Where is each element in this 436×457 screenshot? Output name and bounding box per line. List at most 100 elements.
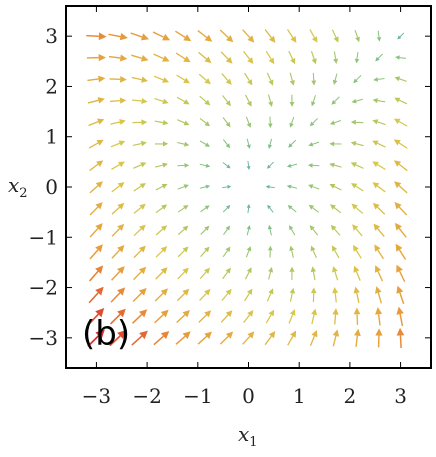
arrow-shaft xyxy=(176,314,186,324)
arrow-shaft xyxy=(264,335,272,346)
arrow-shaft xyxy=(334,120,342,124)
arrow-shaft xyxy=(312,250,317,258)
arrow-shaft xyxy=(399,78,407,82)
arrow-head xyxy=(268,288,274,295)
arrow-shaft xyxy=(89,163,99,172)
x-axis-label: x1 xyxy=(238,422,258,450)
arrow-shaft xyxy=(355,249,362,259)
arrow-shaft xyxy=(89,227,99,238)
arrow-head xyxy=(351,203,358,210)
arrow-head xyxy=(183,77,190,84)
arrow-shaft xyxy=(377,206,386,215)
arrow-head xyxy=(183,120,190,126)
arrow-shaft xyxy=(109,335,121,347)
arrow-shaft xyxy=(198,51,207,60)
arrow-head xyxy=(310,266,317,273)
arrow-head xyxy=(353,286,360,294)
arrow-head xyxy=(393,160,401,167)
arrow-head xyxy=(182,225,189,232)
arrow-head xyxy=(351,183,358,189)
arrow-head xyxy=(204,34,213,42)
arrow-head xyxy=(160,331,170,340)
arrow-head xyxy=(162,77,170,83)
arrow-shaft xyxy=(177,119,185,124)
arrow-head xyxy=(182,267,189,274)
arrow-shaft xyxy=(312,95,317,103)
arrow-head xyxy=(350,162,357,168)
arrow-shaft xyxy=(377,53,383,59)
arrow-shaft xyxy=(333,164,342,168)
arrow-head xyxy=(120,76,127,83)
arrow-head xyxy=(332,79,338,85)
arrow-head xyxy=(95,244,103,253)
arrow-shaft xyxy=(176,96,186,103)
arrow-shaft xyxy=(177,141,185,145)
arrow-head xyxy=(140,140,147,147)
arrow-head xyxy=(268,331,276,339)
arrow-shaft xyxy=(312,228,319,236)
arrow-shaft xyxy=(398,270,406,283)
arrow-head xyxy=(353,78,358,84)
arrow-head xyxy=(205,184,211,189)
arrow-shaft xyxy=(200,207,207,213)
arrow-head xyxy=(246,225,251,230)
arrow-head xyxy=(247,57,254,64)
arrow-shaft xyxy=(131,335,143,346)
arrow-shaft xyxy=(244,271,250,280)
arrow-head xyxy=(246,246,252,252)
arrow-head xyxy=(289,80,295,86)
arrow-head xyxy=(332,329,340,337)
arrow-head xyxy=(308,142,314,147)
arrow-shaft xyxy=(355,98,363,102)
arrow-shaft xyxy=(290,186,298,189)
arrow-head xyxy=(355,36,360,43)
arrow-head xyxy=(372,161,379,168)
arrow-head xyxy=(95,329,105,339)
arrow-shaft xyxy=(89,185,99,194)
arrow-head xyxy=(394,76,401,82)
arrow-head xyxy=(289,102,295,107)
arrow-head xyxy=(225,143,231,149)
arrow-head xyxy=(290,330,297,338)
arrow-shaft xyxy=(399,32,405,38)
arrow-head xyxy=(162,98,169,105)
arrow-shaft xyxy=(269,207,274,213)
arrow-head xyxy=(246,204,251,208)
arrow-head xyxy=(141,98,148,104)
arrow-shaft xyxy=(130,32,143,38)
plot-frame xyxy=(65,5,432,369)
arrow-head xyxy=(139,309,148,318)
arrow-head xyxy=(247,79,253,86)
arrow-head xyxy=(267,144,272,149)
arrow-shaft xyxy=(356,292,360,304)
x-tick-label: −3 xyxy=(82,384,111,408)
arrow-head xyxy=(204,267,210,274)
arrow-shaft xyxy=(199,271,207,280)
x-tick-label: 0 xyxy=(242,384,255,408)
arrow-head xyxy=(309,121,315,127)
arrow-head xyxy=(182,310,190,318)
arrow-shaft xyxy=(220,51,229,60)
arrow-head xyxy=(138,288,147,296)
arrow-head xyxy=(350,119,356,125)
y-tick-label: −2 xyxy=(29,276,58,300)
arrow-head xyxy=(311,58,317,65)
arrow-shaft xyxy=(377,249,385,260)
arrow-shaft xyxy=(334,314,337,325)
arrow-head xyxy=(225,56,233,64)
arrow-shaft xyxy=(290,139,297,145)
arrow-head xyxy=(268,266,274,273)
arrow-head xyxy=(289,309,296,316)
arrow-shaft xyxy=(154,292,164,302)
arrow-shaft xyxy=(175,30,186,38)
arrow-head xyxy=(288,143,293,148)
arrow-head xyxy=(183,56,191,63)
arrow-head xyxy=(289,287,295,294)
y-tick-label: 0 xyxy=(45,175,58,199)
y-tick-label: −3 xyxy=(29,326,58,350)
arrow-head xyxy=(138,266,147,275)
arrow-shaft xyxy=(199,292,207,301)
arrow-shaft xyxy=(291,250,294,258)
arrow-shaft xyxy=(377,77,385,80)
arrow-head xyxy=(140,55,149,62)
